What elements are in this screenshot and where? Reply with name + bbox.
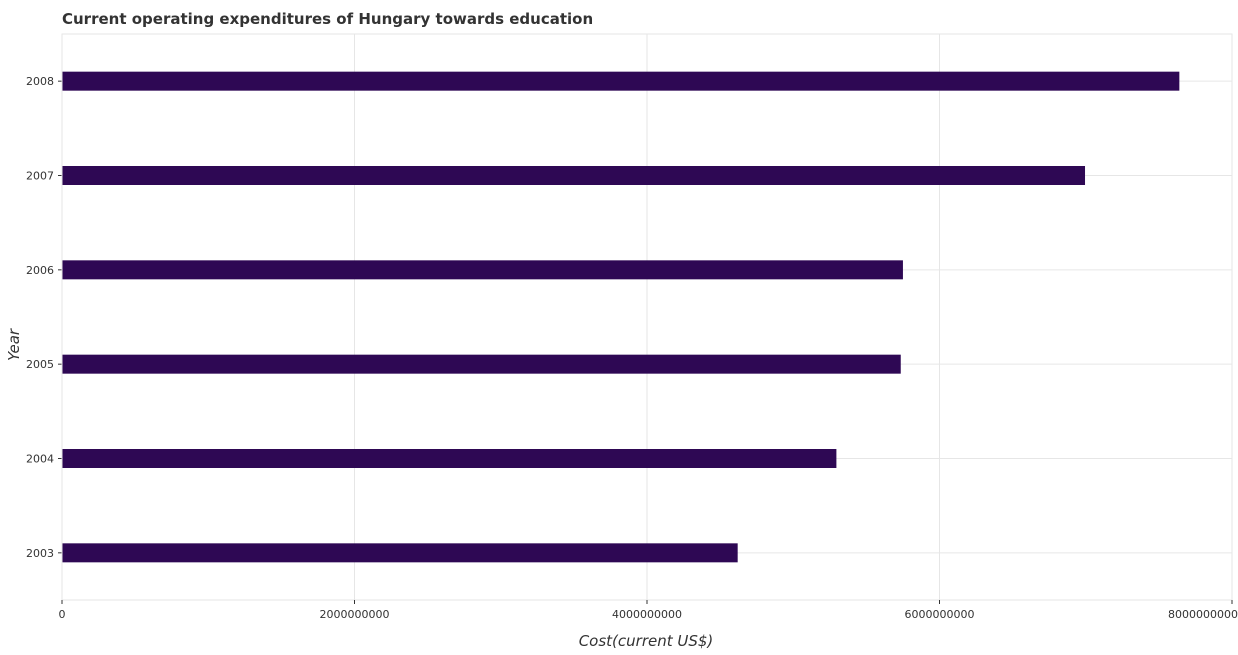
axes-group	[58, 34, 1232, 604]
y-tick-label-2008: 2008	[26, 75, 54, 88]
x-tick-label-3: 6000000000	[905, 608, 975, 621]
bar-2005	[62, 355, 901, 374]
bar-2003	[62, 543, 738, 562]
bar-2006	[62, 260, 903, 279]
y-tick-label-2005: 2005	[26, 358, 54, 371]
y-tick-label-2003: 2003	[26, 547, 54, 560]
x-tick-label-4: 8000000000	[1168, 608, 1238, 621]
bar-2008	[62, 72, 1179, 91]
x-tick-label-0: 0	[59, 608, 66, 621]
grid-lines	[62, 34, 1232, 600]
bar-2007	[62, 166, 1085, 185]
y-axis-label: Year	[5, 328, 23, 361]
bar-2004	[62, 449, 836, 468]
y-tick-labels: 2003 2004 2005 2006 2007 2008	[26, 75, 54, 560]
x-tick-labels: 0 2000000000 4000000000 6000000000 800000000…	[59, 608, 1238, 621]
y-tick-label-2006: 2006	[26, 264, 54, 277]
x-tick-label-1: 2000000000	[320, 608, 390, 621]
chart-title: Current operating expenditures of Hungar…	[62, 10, 593, 28]
y-tick-label-2004: 2004	[26, 453, 54, 466]
y-tick-label-2007: 2007	[26, 170, 54, 183]
x-axis-label: Cost(current US$)	[579, 632, 714, 650]
x-tick-label-2: 4000000000	[612, 608, 682, 621]
bars-group	[62, 72, 1179, 563]
